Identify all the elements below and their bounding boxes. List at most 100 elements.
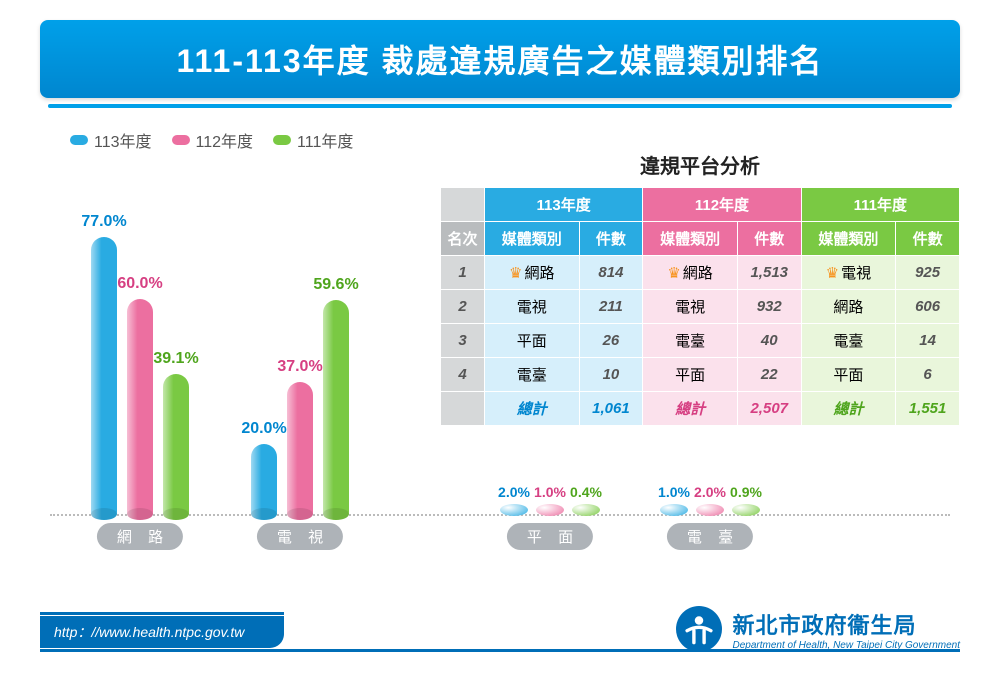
bar-value-label: 39.1% — [153, 350, 198, 368]
count-cell: 10 — [579, 358, 643, 392]
bar-value-label: 1.0% — [534, 484, 566, 500]
media-cell: 電臺 — [801, 324, 896, 358]
bar-group: 77.0%60.0%39.1% — [91, 237, 189, 516]
table-col-header: 媒體類別 — [643, 222, 738, 256]
bar-group: 20.0% 37.0%59.6% — [251, 300, 349, 516]
chart-bar: 20.0% — [251, 444, 277, 517]
department-badge: 新北市政府衞生局 Department of Health, New Taipe… — [676, 606, 960, 652]
bar-value-label: 2.0% — [694, 484, 726, 500]
department-logo-icon — [676, 606, 722, 652]
page-title: 111-113年度 裁處違規廣告之媒體類別排名 — [40, 20, 960, 98]
table-row: 1♛網路814♛網路1,513♛電視925 — [441, 256, 960, 290]
media-cell: 電視 — [485, 290, 580, 324]
total-label-cell: 總計 — [801, 392, 896, 426]
count-cell: 925 — [896, 256, 960, 290]
disc-icon — [500, 504, 528, 516]
chart-bar: 59.6% — [323, 300, 349, 516]
table-row: 4電臺10平面22平面6 — [441, 358, 960, 392]
bar-value-label: 0.4% — [570, 484, 602, 500]
media-cell: 平面 — [643, 358, 738, 392]
chart-disc: 0.4% — [573, 484, 599, 516]
bar-value-label: 77.0% — [81, 213, 126, 231]
legend-label: 113年度 — [94, 128, 152, 152]
department-name-zh: 新北市政府衞生局 — [732, 608, 960, 640]
footer: http：//www.health.ntpc.gov.tw 新北市政府衞生局 D… — [40, 588, 960, 658]
category-label: 電 臺 — [667, 523, 753, 550]
bar-value-label: 2.0% — [498, 484, 530, 500]
category-label: 網 路 — [97, 523, 183, 550]
fire-icon: ♛ — [826, 265, 839, 282]
legend-swatch-icon — [172, 135, 190, 145]
chart-bar: 39.1% — [163, 374, 189, 516]
media-cell: 網路 — [801, 290, 896, 324]
media-cell: 電臺 — [485, 358, 580, 392]
legend-item: 112年度 — [172, 128, 254, 152]
count-cell: 814 — [579, 256, 643, 290]
fire-icon: ♛ — [667, 265, 680, 282]
media-cell: ♛網路 — [643, 256, 738, 290]
chart-disc: 2.0% — [697, 484, 723, 516]
total-value-cell: 1,551 — [896, 392, 960, 426]
media-cell: 平面 — [485, 324, 580, 358]
table-year-header: 112年度 — [643, 188, 801, 222]
table-col-header: 媒體類別 — [801, 222, 896, 256]
media-cell: 電臺 — [643, 324, 738, 358]
disc-icon — [536, 504, 564, 516]
bar-value-label: 20.0% — [241, 420, 286, 438]
chart-disc: 2.0% — [501, 484, 527, 516]
table-title: 違規平台分析 — [440, 150, 960, 179]
disc-icon — [660, 504, 688, 516]
table-row: 2電視211電視932網路606 — [441, 290, 960, 324]
chart-disc: 1.0% — [661, 484, 687, 516]
legend-item: 111年度 — [273, 128, 353, 152]
table-year-header: 111年度 — [801, 188, 959, 222]
count-cell: 22 — [737, 358, 801, 392]
bar-group: 2.0%1.0%0.4% — [501, 484, 599, 516]
footer-url: http：//www.health.ntpc.gov.tw — [40, 616, 284, 648]
rank-cell: 4 — [441, 358, 485, 392]
media-cell: 電視 — [643, 290, 738, 324]
bar-value-label: 59.6% — [313, 276, 358, 294]
bar-value-label: 37.0% — [277, 358, 322, 376]
rank-cell: 3 — [441, 324, 485, 358]
disc-icon — [732, 504, 760, 516]
rank-cell: 2 — [441, 290, 485, 324]
total-value-cell: 2,507 — [737, 392, 801, 426]
count-cell: 14 — [896, 324, 960, 358]
count-cell: 211 — [579, 290, 643, 324]
legend-swatch-icon — [273, 135, 291, 145]
count-cell: 26 — [579, 324, 643, 358]
total-label-cell: 總計 — [485, 392, 580, 426]
disc-icon — [572, 504, 600, 516]
chart-disc: 0.9% — [733, 484, 759, 516]
legend-item: 113年度 — [70, 128, 152, 152]
bar-value-label: 60.0% — [117, 275, 162, 293]
chart-bar: 77.0% — [91, 237, 117, 516]
fire-icon: ♛ — [509, 265, 522, 282]
legend-swatch-icon — [70, 135, 88, 145]
table-rank-header: 名次 — [441, 222, 485, 256]
bar-value-label: 1.0% — [658, 484, 690, 500]
disc-icon — [696, 504, 724, 516]
category-label: 平 面 — [507, 523, 593, 550]
chart-legend: 113年度 112年度 111年度 — [70, 128, 960, 152]
table-year-header: 113年度 — [485, 188, 643, 222]
chart-bar: 60.0% — [127, 299, 153, 517]
rank-cell: 1 — [441, 256, 485, 290]
count-cell: 1,513 — [737, 256, 801, 290]
count-cell: 606 — [896, 290, 960, 324]
legend-label: 112年度 — [196, 128, 254, 152]
total-value-cell: 1,061 — [579, 392, 643, 426]
count-cell: 932 — [737, 290, 801, 324]
legend-label: 111年度 — [297, 128, 353, 152]
category-label: 電 視 — [257, 523, 343, 550]
ranking-table: 113年度112年度111年度名次媒體類別件數媒體類別件數媒體類別件數1♛網路8… — [440, 187, 960, 426]
media-cell: ♛網路 — [485, 256, 580, 290]
table-col-header: 件數 — [579, 222, 643, 256]
title-underline — [48, 104, 952, 108]
table-col-header: 件數 — [737, 222, 801, 256]
count-cell: 6 — [896, 358, 960, 392]
media-cell: 平面 — [801, 358, 896, 392]
table-col-header: 媒體類別 — [485, 222, 580, 256]
bar-group: 1.0%2.0% 0.9% — [661, 484, 759, 516]
